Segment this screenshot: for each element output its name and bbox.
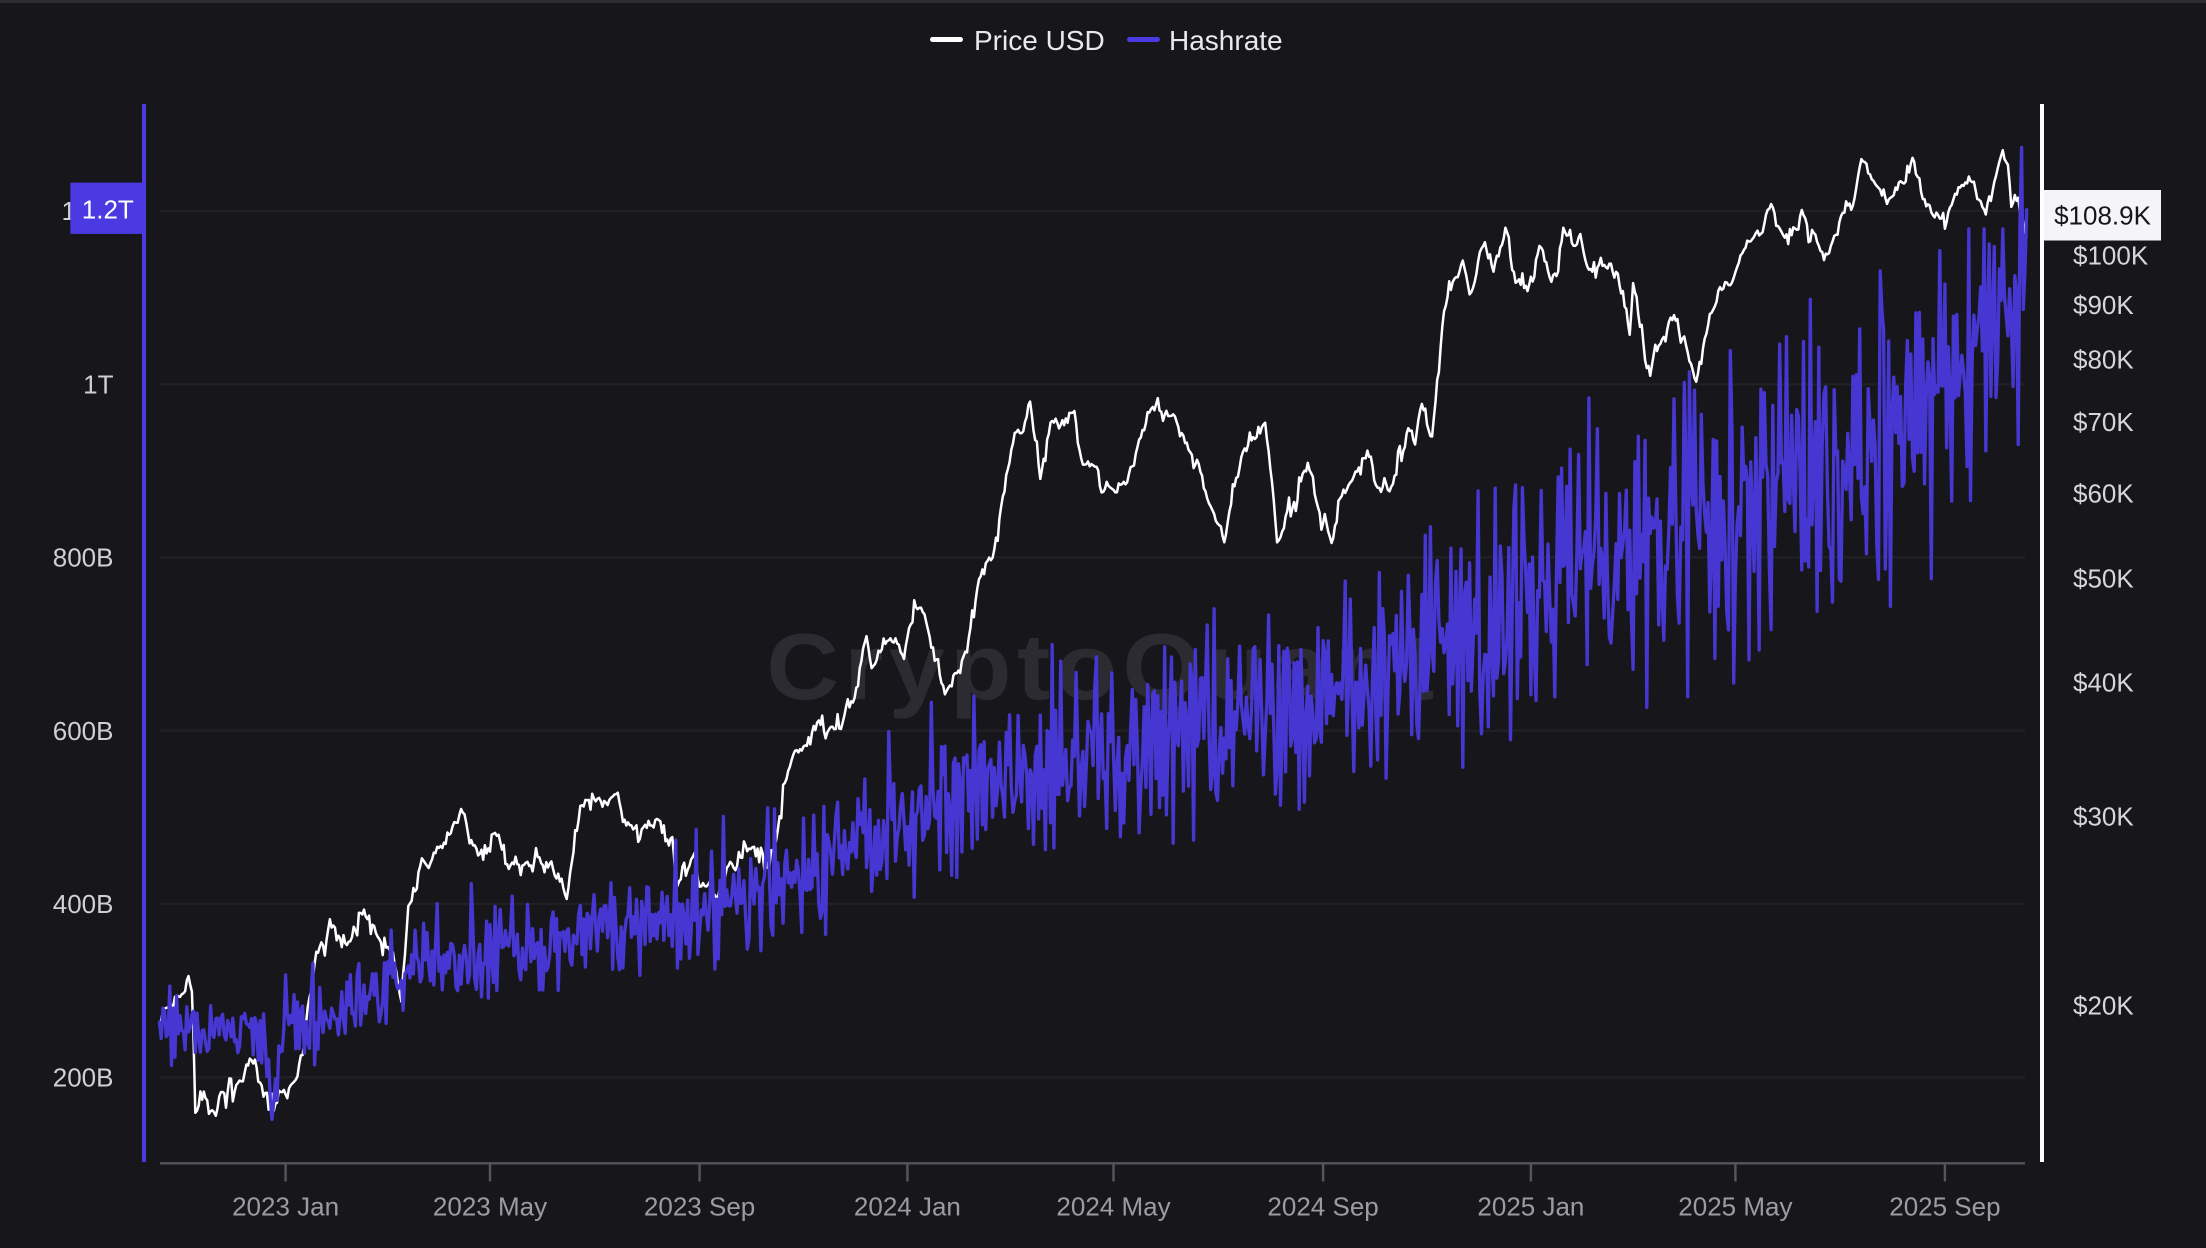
svg-text:2023 May: 2023 May [433, 1192, 547, 1222]
svg-text:$60K: $60K [2073, 479, 2134, 509]
svg-text:$108.9K: $108.9K [2054, 201, 2152, 231]
svg-text:1T: 1T [83, 369, 113, 399]
svg-text:$30K: $30K [2073, 802, 2134, 832]
svg-text:$90K: $90K [2073, 290, 2134, 320]
svg-text:2025 Jan: 2025 Jan [1477, 1192, 1584, 1222]
svg-text:400B: 400B [53, 889, 114, 919]
svg-text:$70K: $70K [2073, 407, 2134, 437]
svg-text:$20K: $20K [2073, 991, 2134, 1021]
svg-text:2025 Sep: 2025 Sep [1889, 1192, 2000, 1222]
svg-text:800B: 800B [53, 543, 114, 573]
svg-text:600B: 600B [53, 716, 114, 746]
svg-text:2025 May: 2025 May [1678, 1192, 1792, 1222]
svg-text:2024 Sep: 2024 Sep [1267, 1192, 1378, 1222]
svg-text:2023 Jan: 2023 Jan [232, 1192, 339, 1222]
svg-text:$80K: $80K [2073, 345, 2134, 375]
svg-text:$50K: $50K [2073, 564, 2134, 594]
svg-text:200B: 200B [53, 1062, 114, 1092]
svg-text:$40K: $40K [2073, 668, 2134, 698]
svg-text:2024 May: 2024 May [1056, 1192, 1170, 1222]
svg-text:$100K: $100K [2073, 241, 2149, 271]
svg-text:2023 Sep: 2023 Sep [644, 1192, 755, 1222]
svg-text:2024 Jan: 2024 Jan [854, 1192, 961, 1222]
svg-text:1.2T: 1.2T [82, 194, 134, 224]
svg-text:CryptoQuant: CryptoQuant [766, 614, 1439, 719]
